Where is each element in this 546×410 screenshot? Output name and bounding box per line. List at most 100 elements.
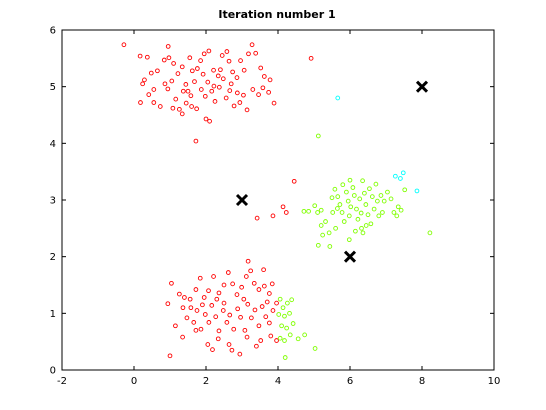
data-point-cluster-1 (211, 83, 217, 89)
data-point-cluster-2 (353, 228, 358, 234)
data-point-cluster-1 (261, 283, 267, 289)
data-point-cluster-1 (223, 95, 229, 101)
data-point-cluster-1 (187, 55, 193, 61)
data-point-cluster-2 (360, 178, 365, 184)
data-point-cluster-2 (341, 219, 347, 224)
data-point-cluster-1 (210, 347, 215, 352)
data-point-cluster-2 (333, 225, 338, 231)
data-point-cluster-1 (241, 67, 247, 73)
data-point-cluster-1 (177, 291, 182, 297)
data-point-cluster-1 (221, 282, 227, 288)
data-point-cluster-1 (191, 320, 197, 325)
data-point-cluster-2 (363, 202, 369, 207)
y-tick-label: 3 (50, 196, 56, 207)
data-point-cluster-2 (289, 297, 295, 303)
data-point-cluster-1 (226, 58, 232, 64)
data-point-cluster-1 (165, 86, 171, 92)
data-point-cluster-1 (170, 105, 176, 111)
data-point-cluster-1 (183, 100, 189, 106)
data-point-cluster-1 (219, 53, 225, 58)
y-tick-label: 4 (50, 139, 56, 150)
data-point-cluster-3 (400, 170, 406, 176)
data-point-cluster-1 (198, 326, 204, 332)
data-point-cluster-1 (193, 327, 199, 333)
data-point-cluster-2 (320, 232, 325, 238)
data-point-cluster-2 (284, 325, 289, 331)
data-point-cluster-1 (244, 334, 250, 340)
data-point-cluster-1 (270, 213, 276, 219)
data-point-cluster-1 (216, 328, 222, 334)
data-point-cluster-1 (283, 210, 289, 215)
data-point-cluster-1 (267, 291, 272, 296)
data-point-cluster-2 (394, 213, 400, 219)
data-point-cluster-2 (329, 195, 335, 201)
data-point-cluster-1 (137, 53, 143, 59)
data-point-cluster-1 (148, 70, 154, 76)
plot-area (61, 29, 495, 371)
data-point-cluster-2 (287, 310, 292, 316)
x-tick-label: 10 (488, 376, 501, 387)
chart-title: Iteration number 1 (218, 8, 335, 21)
data-point-cluster-1 (231, 326, 237, 332)
data-point-cluster-1 (211, 274, 216, 279)
data-point-cluster-1 (209, 88, 215, 94)
data-point-cluster-1 (200, 71, 206, 77)
data-point-cluster-3 (335, 95, 341, 101)
data-point-cluster-1 (206, 48, 212, 54)
data-point-cluster-2 (369, 194, 375, 199)
data-point-cluster-1 (249, 315, 254, 321)
data-point-cluster-2 (378, 193, 384, 198)
data-point-cluster-1 (161, 57, 167, 63)
data-point-cluster-1 (238, 58, 243, 63)
data-point-cluster-1 (225, 270, 231, 275)
data-point-cluster-1 (267, 320, 272, 326)
data-point-cluster-1 (185, 88, 191, 94)
data-point-cluster-2 (323, 219, 328, 224)
data-point-cluster-1 (169, 78, 175, 84)
data-point-cluster-2 (282, 313, 287, 319)
x-tick-label: 6 (347, 376, 353, 387)
data-point-cluster-1 (224, 49, 230, 54)
data-point-cluster-2 (373, 181, 379, 187)
data-point-cluster-1 (193, 138, 199, 144)
data-point-cluster-1 (246, 51, 251, 57)
data-point-cluster-1 (211, 67, 216, 73)
data-point-cluster-1 (209, 303, 215, 308)
data-point-cluster-2 (302, 332, 307, 338)
data-point-cluster-1 (184, 315, 190, 321)
data-point-cluster-2 (360, 230, 366, 236)
data-point-cluster-1 (182, 295, 187, 300)
data-point-cluster-1 (197, 275, 203, 281)
data-point-cluster-1 (183, 82, 189, 87)
data-point-cluster-2 (335, 206, 340, 211)
data-point-cluster-1 (248, 268, 253, 274)
data-point-cluster-1 (193, 287, 199, 292)
data-point-cluster-2 (282, 338, 287, 343)
data-point-cluster-2 (344, 189, 349, 195)
centroid-marker (415, 80, 429, 93)
data-point-cluster-2 (365, 212, 371, 218)
data-point-cluster-1 (237, 100, 243, 105)
data-point-cluster-2 (355, 216, 361, 222)
data-point-cluster-2 (395, 204, 401, 210)
centroid-markers (235, 80, 429, 263)
data-point-cluster-1 (192, 79, 197, 84)
data-point-cluster-1 (215, 73, 221, 79)
data-point-cluster-1 (235, 306, 241, 312)
data-point-cluster-2 (312, 346, 318, 351)
data-point-cluster-1 (198, 58, 203, 63)
data-point-cluster-1 (188, 93, 194, 99)
data-point-cluster-1 (203, 116, 209, 122)
data-point-cluster-2 (398, 207, 404, 213)
data-point-cluster-1 (175, 71, 181, 76)
x-tick-label: -2 (57, 376, 67, 387)
data-point-cluster-1 (207, 118, 212, 124)
data-point-cluster-1 (245, 301, 251, 307)
data-point-cluster-2 (391, 210, 397, 215)
data-point-cluster-1 (243, 274, 249, 279)
data-point-cluster-2 (363, 223, 369, 228)
x-tick-label: 2 (203, 376, 209, 387)
data-point-cluster-1 (250, 87, 256, 92)
